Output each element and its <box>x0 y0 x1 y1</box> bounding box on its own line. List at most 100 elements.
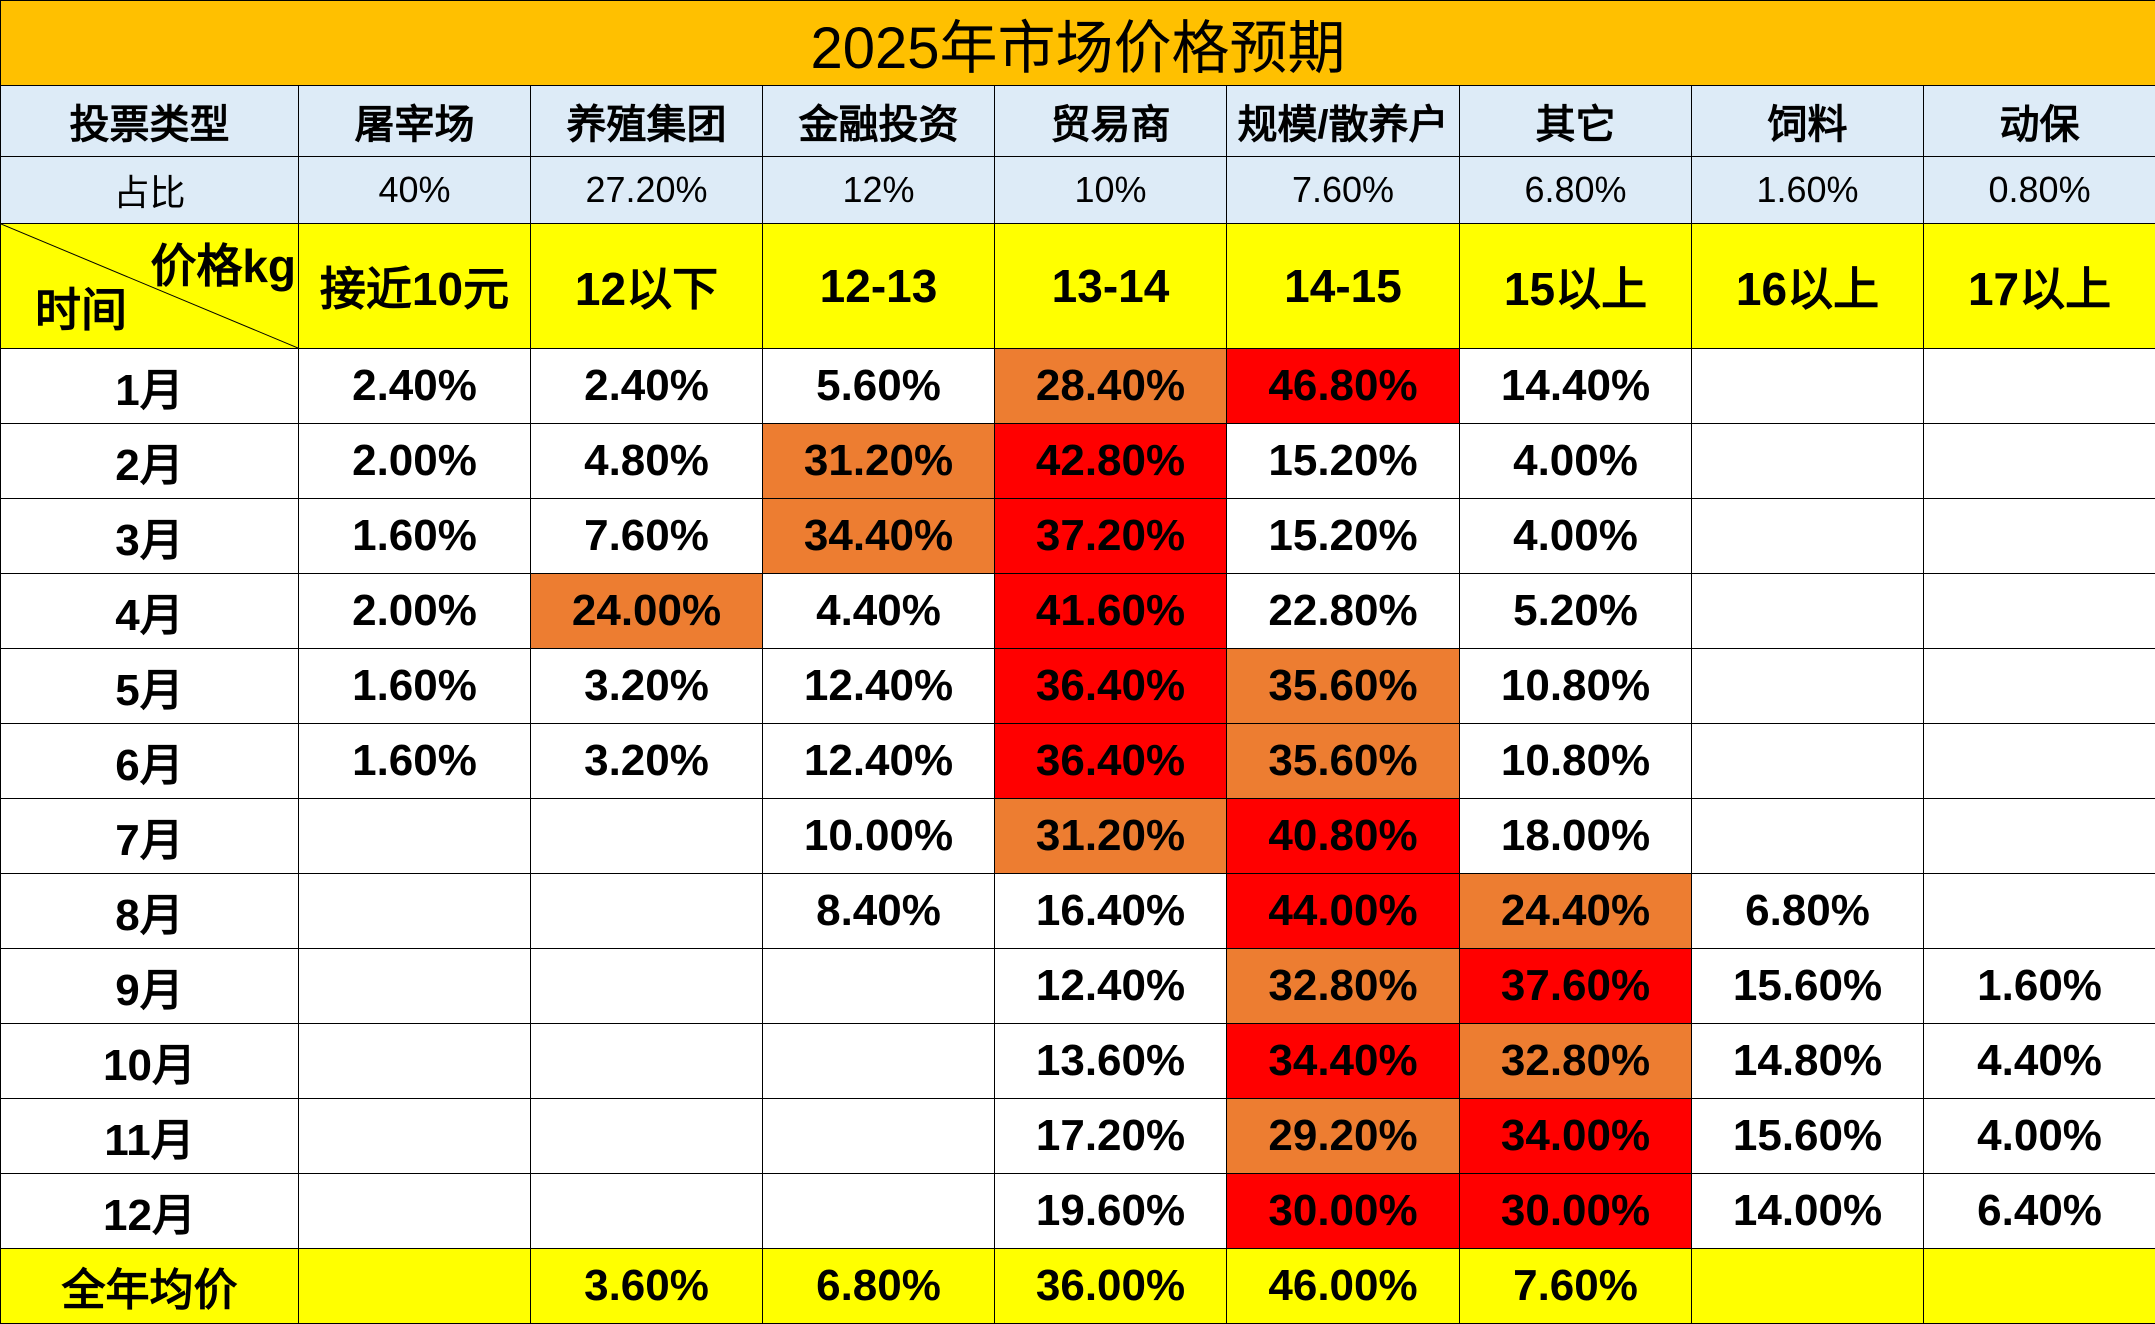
value-cell: 12.40% <box>763 724 995 799</box>
month-label: 1月 <box>1 349 299 424</box>
value-cell: 35.60% <box>1227 724 1460 799</box>
time-label: 时间 <box>35 274 127 340</box>
value-cell: 14.40% <box>1460 349 1692 424</box>
value-cell: 14.00% <box>1692 1174 1924 1249</box>
value-cell: 32.80% <box>1227 949 1460 1024</box>
value-cell: 5.20% <box>1460 574 1692 649</box>
value-cell <box>299 1174 531 1249</box>
share-cell: 1.60% <box>1692 157 1924 224</box>
value-cell <box>1692 349 1924 424</box>
value-cell <box>299 1024 531 1099</box>
value-cell <box>531 1099 763 1174</box>
value-cell: 30.00% <box>1227 1174 1460 1249</box>
month-label: 10月 <box>1 1024 299 1099</box>
value-cell: 31.20% <box>995 799 1227 874</box>
value-cell: 4.00% <box>1460 424 1692 499</box>
value-cell: 6.40% <box>1924 1174 2155 1249</box>
value-cell <box>1692 424 1924 499</box>
month-label: 5月 <box>1 649 299 724</box>
value-cell <box>1924 349 2155 424</box>
annual-average-cell <box>1924 1249 2155 1324</box>
price-range-cell: 12-13 <box>763 224 995 349</box>
value-cell: 18.00% <box>1460 799 1692 874</box>
value-cell: 16.40% <box>995 874 1227 949</box>
value-cell <box>1692 799 1924 874</box>
column-header: 饲料 <box>1692 86 1924 157</box>
share-cell: 10% <box>995 157 1227 224</box>
month-label: 9月 <box>1 949 299 1024</box>
share-cell: 27.20% <box>531 157 763 224</box>
value-cell <box>531 1024 763 1099</box>
value-cell: 36.40% <box>995 649 1227 724</box>
annual-average-cell: 3.60% <box>531 1249 763 1324</box>
column-header: 其它 <box>1460 86 1692 157</box>
sheet-title: 2025年市场价格预期 <box>1 1 2155 86</box>
value-cell: 10.00% <box>763 799 995 874</box>
share-cell: 6.80% <box>1460 157 1692 224</box>
value-cell: 3.20% <box>531 724 763 799</box>
value-cell <box>1692 649 1924 724</box>
vote-type-row: 投票类型 屠宰场养殖集团金融投资贸易商规模/散养户其它饲料动保 <box>1 86 2155 157</box>
value-cell: 31.20% <box>763 424 995 499</box>
value-cell <box>763 1099 995 1174</box>
value-cell: 15.20% <box>1227 424 1460 499</box>
value-cell: 14.80% <box>1692 1024 1924 1099</box>
value-cell: 4.80% <box>531 424 763 499</box>
value-cell: 7.60% <box>531 499 763 574</box>
value-cell <box>1692 724 1924 799</box>
month-label: 11月 <box>1 1099 299 1174</box>
value-cell <box>1924 799 2155 874</box>
value-cell: 8.40% <box>763 874 995 949</box>
value-cell <box>763 1174 995 1249</box>
value-cell: 29.20% <box>1227 1099 1460 1174</box>
share-row: 占比 40%27.20%12%10%7.60%6.80%1.60%0.80% <box>1 157 2155 224</box>
value-cell: 44.00% <box>1227 874 1460 949</box>
value-cell: 15.60% <box>1692 949 1924 1024</box>
value-cell <box>1924 874 2155 949</box>
annual-average-cell: 36.00% <box>995 1249 1227 1324</box>
value-cell <box>1924 424 2155 499</box>
corner-header: 价格kg 时间 <box>1 224 299 349</box>
value-cell: 24.00% <box>531 574 763 649</box>
value-cell: 1.60% <box>1924 949 2155 1024</box>
value-cell: 2.40% <box>531 349 763 424</box>
value-cell <box>531 1174 763 1249</box>
value-cell: 4.40% <box>763 574 995 649</box>
value-cell: 42.80% <box>995 424 1227 499</box>
value-cell <box>299 799 531 874</box>
value-cell <box>1692 499 1924 574</box>
month-label: 8月 <box>1 874 299 949</box>
value-cell: 15.20% <box>1227 499 1460 574</box>
value-cell: 19.60% <box>995 1174 1227 1249</box>
value-cell <box>763 949 995 1024</box>
value-cell: 2.40% <box>299 349 531 424</box>
value-cell <box>1924 649 2155 724</box>
value-cell: 3.20% <box>531 649 763 724</box>
value-cell: 13.60% <box>995 1024 1227 1099</box>
value-cell <box>299 1099 531 1174</box>
value-cell: 15.60% <box>1692 1099 1924 1174</box>
share-label: 占比 <box>1 157 299 224</box>
value-cell: 4.00% <box>1460 499 1692 574</box>
value-cell: 1.60% <box>299 724 531 799</box>
price-range-cell: 13-14 <box>995 224 1227 349</box>
value-cell <box>1924 724 2155 799</box>
value-cell: 34.40% <box>763 499 995 574</box>
value-cell: 10.80% <box>1460 724 1692 799</box>
value-cell: 40.80% <box>1227 799 1460 874</box>
annual-average-label: 全年均价 <box>1 1249 299 1324</box>
column-header: 金融投资 <box>763 86 995 157</box>
column-header: 养殖集团 <box>531 86 763 157</box>
value-cell: 4.00% <box>1924 1099 2155 1174</box>
value-cell: 17.20% <box>995 1099 1227 1174</box>
